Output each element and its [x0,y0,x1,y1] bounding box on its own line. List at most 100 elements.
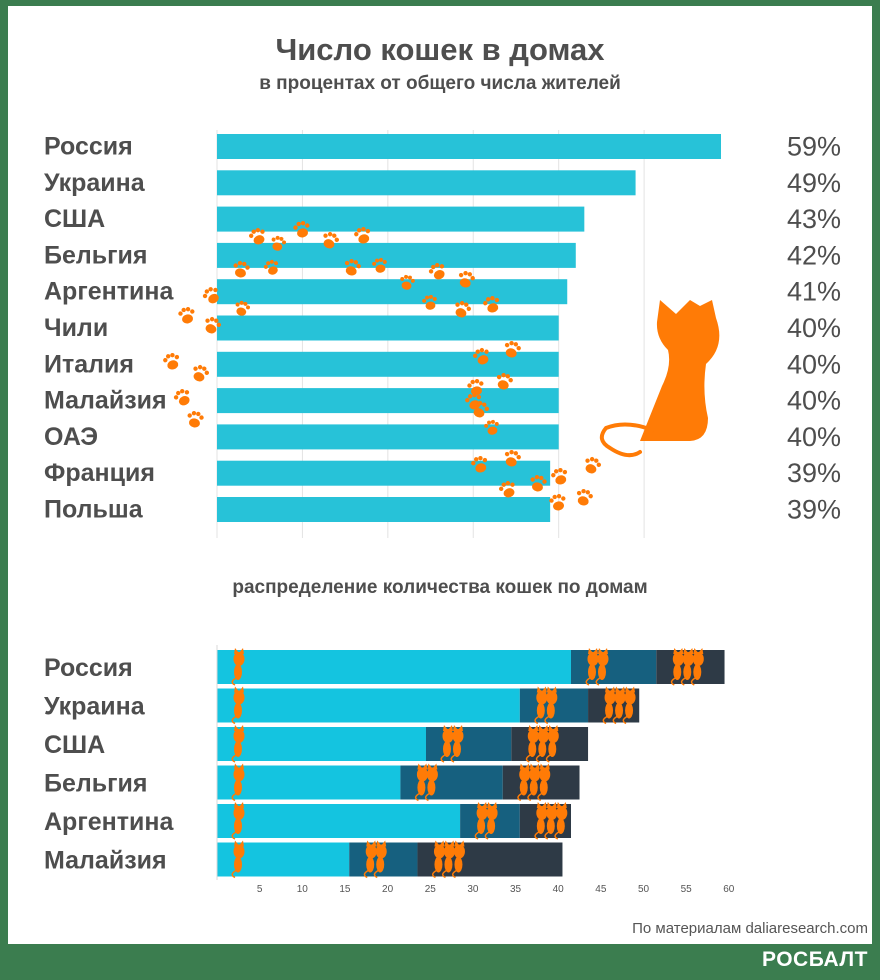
cat-icon [451,840,465,879]
paw-print-icon [323,231,340,249]
paw-print-icon [458,270,475,288]
paw-print-icon [496,372,513,390]
cat-icon [231,840,245,879]
category-label: Бельгия [44,770,148,798]
category-label: Италия [44,350,134,378]
cat-icon [680,648,694,686]
cat-icon [537,763,551,802]
value-label: 40% [787,349,841,379]
tick-label: 25 [425,884,437,895]
cat-icon [595,648,609,686]
cat-icon [585,648,599,686]
category-label: Малайзия [44,387,167,415]
tick-label: 20 [382,884,394,895]
bar-segment-1 [217,765,401,800]
paw-print-icon [233,261,250,278]
cat-icon [440,725,454,763]
tick-label: 40 [553,884,565,895]
cat-icon [450,725,464,763]
paw-print-icon [372,257,387,273]
chart-title: Число кошек в домах [275,32,605,67]
tick-label: 30 [467,884,479,895]
category-label: ОАЭ [44,423,98,451]
cat-icon [544,686,558,725]
cat-icon [670,648,684,686]
cat-icon [602,686,616,725]
bar [217,388,559,414]
paw-print-icon [471,455,488,473]
cat-icon [527,763,541,802]
cat-icon [363,840,377,879]
cat-icon [612,686,626,725]
category-label: США [44,731,105,759]
paw-print-icon [504,449,521,467]
category-label: Аргентина [44,278,174,306]
bar-segment-1 [217,804,461,838]
second-chart-subtitle: распределение количества кошек по домам [232,577,648,598]
cat-icon [484,802,498,840]
bar-segment-2 [570,650,657,684]
tick-label: 50 [638,884,650,895]
bar [217,134,721,159]
paw-print-icon [193,364,210,382]
paw-print-icon [551,467,568,485]
bar [217,170,636,196]
value-label: 42% [787,240,841,270]
cat-icon [535,725,549,763]
tick-label: 15 [339,884,351,895]
cat-icon [373,840,387,879]
paw-print-icon [472,347,489,365]
bar [217,497,551,522]
value-label: 41% [787,277,841,307]
paw-print-icon [293,221,310,238]
value-label: 40% [787,313,841,343]
paw-print-icon [483,295,500,313]
bar [217,424,559,450]
tick-label: 60 [723,884,735,895]
paw-print-icon [484,419,499,435]
paw-print-icon [549,494,566,511]
paw-print-icon [400,274,415,290]
bar [217,242,576,268]
value-label: 43% [787,204,841,234]
tick-label: 45 [595,884,607,895]
paw-print-icon [187,411,204,428]
bar-segment-2 [425,727,512,761]
cat-icon [231,648,245,686]
paw-print-icon [263,259,278,275]
bar [217,315,559,341]
cat-icon [231,686,245,725]
cat-icon [231,802,245,840]
category-label: Франция [44,459,155,487]
category-label: Украина [44,169,146,197]
paw-print-icon [205,316,222,334]
paw-print-icon [271,235,287,251]
paw-print-icon [504,340,521,358]
cat-icon [545,725,559,763]
paw-print-icon [498,480,515,498]
bar-segment-1 [217,650,571,684]
value-label: 39% [787,458,841,488]
cat-icon [534,802,548,840]
paw-print-icon [428,262,445,280]
paw-print-icon [530,475,547,492]
cat-icon [517,763,531,802]
cat-silhouette-icon [599,300,720,458]
value-label: 39% [787,495,841,525]
paw-print-icon [354,226,371,244]
category-label: Аргентина [44,808,174,836]
cat-icon [474,802,488,840]
cat-icon [534,686,548,725]
category-label: Украина [44,693,146,721]
value-label: 40% [787,386,841,416]
value-label: 40% [787,422,841,452]
category-label: Россия [44,654,133,682]
paw-print-icon [422,294,437,310]
paw-print-icon [585,456,602,474]
category-label: Малайзия [44,847,167,875]
category-label: США [44,205,105,233]
cat-icon [441,840,455,879]
paw-print-icon [455,300,472,318]
tick-label: 35 [510,884,522,895]
